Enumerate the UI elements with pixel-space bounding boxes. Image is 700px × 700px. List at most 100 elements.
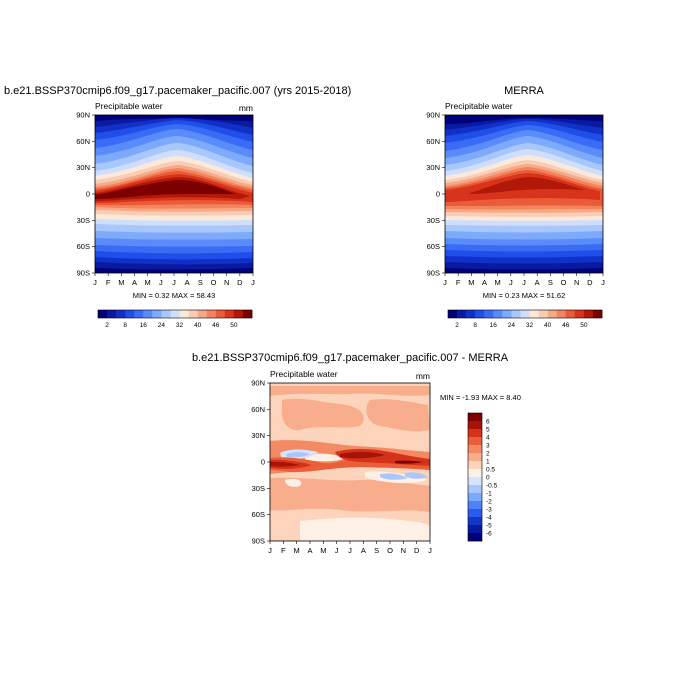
colorbar-swatch bbox=[116, 310, 126, 318]
colorbar-swatch bbox=[152, 310, 162, 318]
x-tick-label: M bbox=[118, 278, 124, 287]
x-tick-label: J bbox=[348, 546, 352, 555]
panel-model-units-label: mm bbox=[239, 103, 253, 113]
colorbar-label: -3 bbox=[486, 507, 492, 514]
colorbar-swatch bbox=[215, 310, 226, 318]
x-tick-label: M bbox=[294, 546, 300, 555]
y-tick-label: 60S bbox=[77, 242, 90, 251]
x-tick-label: O bbox=[211, 278, 217, 287]
y-tick-label: 30N bbox=[76, 163, 90, 172]
x-tick-label: A bbox=[307, 546, 312, 555]
colorbar-label: 46 bbox=[212, 322, 220, 329]
y-tick-label: 90N bbox=[76, 111, 90, 120]
x-tick-label: J bbox=[93, 278, 97, 287]
colorbar-swatch bbox=[242, 310, 253, 318]
colorbar-label: 3 bbox=[486, 443, 490, 450]
y-tick-label: 90S bbox=[252, 537, 265, 546]
colorbar-swatch bbox=[224, 310, 235, 318]
contour-level bbox=[300, 517, 430, 541]
y-tick-label: 0 bbox=[86, 190, 90, 199]
contour-level bbox=[395, 460, 423, 464]
colorbar-frame bbox=[97, 309, 253, 319]
y-tick-label: 90N bbox=[426, 111, 440, 120]
colorbar-swatch bbox=[107, 310, 117, 318]
colorbar-label: -6 bbox=[486, 531, 492, 538]
panel-model-stats: MIN = 0.32 MAX = 58.43 bbox=[133, 291, 216, 300]
x-tick-label: J bbox=[509, 278, 513, 287]
x-tick-label: F bbox=[281, 546, 286, 555]
colorbar-swatch bbox=[520, 310, 530, 318]
colorbar-swatch bbox=[188, 310, 198, 318]
x-tick-label: O bbox=[561, 278, 567, 287]
colorbar-swatch bbox=[556, 310, 567, 318]
contour-level bbox=[366, 399, 430, 432]
y-tick-label: 60N bbox=[251, 405, 265, 414]
colorbar-label: 46 bbox=[562, 322, 570, 329]
colorbar-swatch bbox=[529, 310, 539, 318]
colorbar-swatch bbox=[457, 310, 467, 318]
contour-level bbox=[270, 477, 430, 512]
x-tick-label: M bbox=[145, 278, 151, 287]
colorbar-label: 8 bbox=[473, 322, 477, 329]
contour-level bbox=[95, 180, 235, 199]
panel-diff-field bbox=[270, 383, 430, 541]
panel-model-y-ticks: 90N 60N 30N 0 30S 60S 90S bbox=[76, 111, 95, 278]
colorbar-label: 8 bbox=[123, 322, 127, 329]
colorbar-swatch bbox=[583, 310, 594, 318]
colorbar-label: 6 bbox=[486, 419, 490, 426]
panel-model: b.e21.BSSP370cmip6.f09_g17.pacemaker_pac… bbox=[4, 85, 351, 329]
y-tick-label: 60N bbox=[426, 137, 440, 146]
colorbar-swatch bbox=[475, 310, 485, 318]
colorbar-swatch bbox=[468, 445, 482, 454]
colorbar-swatch bbox=[197, 310, 208, 318]
colorbar-swatch bbox=[511, 310, 521, 318]
panel-diff: b.e21.BSSP370cmip6.f09_g17.pacemaker_pac… bbox=[192, 352, 521, 555]
colorbar-swatch bbox=[206, 310, 217, 318]
y-tick-label: 0 bbox=[261, 458, 265, 467]
colorbar-label: 2 bbox=[455, 322, 459, 329]
x-tick-label: M bbox=[468, 278, 474, 287]
colorbar-swatch bbox=[592, 310, 603, 318]
colorbar-swatch bbox=[574, 310, 585, 318]
x-tick-label: J bbox=[428, 546, 432, 555]
colorbar-label: -5 bbox=[486, 523, 492, 530]
colorbar-swatch bbox=[484, 310, 494, 318]
colorbar-swatch bbox=[125, 310, 135, 318]
contour-level bbox=[305, 453, 345, 462]
panel-obs-colorbar: 2 8 16 24 32 40 46 50 bbox=[447, 309, 603, 329]
colorbar-swatch bbox=[468, 469, 482, 478]
colorbar-swatch bbox=[161, 310, 171, 318]
x-tick-label: M bbox=[320, 546, 326, 555]
colorbar-label: 40 bbox=[544, 322, 552, 329]
colorbar-swatch bbox=[468, 493, 482, 502]
panel-diff-units-label: mm bbox=[416, 371, 430, 381]
colorbar-label: -4 bbox=[486, 515, 492, 522]
x-tick-label: O bbox=[387, 546, 393, 555]
y-tick-label: 90S bbox=[77, 269, 90, 278]
colorbar-swatch bbox=[468, 477, 482, 486]
colorbar-label: 1 bbox=[486, 459, 490, 466]
colorbar-swatch bbox=[565, 310, 576, 318]
contour-level bbox=[405, 472, 428, 479]
colorbar-swatch bbox=[468, 517, 482, 526]
panel-obs-stats: MIN = 0.23 MAX = 51.62 bbox=[483, 291, 566, 300]
contour-level bbox=[470, 177, 585, 194]
colorbar-swatch bbox=[134, 310, 144, 318]
panel-diff-y-ticks: 90N 60N 30N 0 30S 60S 90S bbox=[251, 379, 270, 546]
colorbar-swatch bbox=[468, 421, 482, 430]
contour-level bbox=[281, 398, 364, 431]
panel-model-title: b.e21.BSSP370cmip6.f09_g17.pacemaker_pac… bbox=[4, 85, 351, 97]
colorbar-label: 4 bbox=[486, 435, 490, 442]
contour-level bbox=[270, 461, 300, 467]
colorbar-label: -0.5 bbox=[486, 483, 498, 490]
colorbar-label: 24 bbox=[508, 322, 516, 329]
x-tick-label: J bbox=[443, 278, 447, 287]
y-tick-label: 60S bbox=[427, 242, 440, 251]
colorbar-swatch bbox=[468, 501, 482, 510]
colorbar-swatch bbox=[468, 453, 482, 462]
